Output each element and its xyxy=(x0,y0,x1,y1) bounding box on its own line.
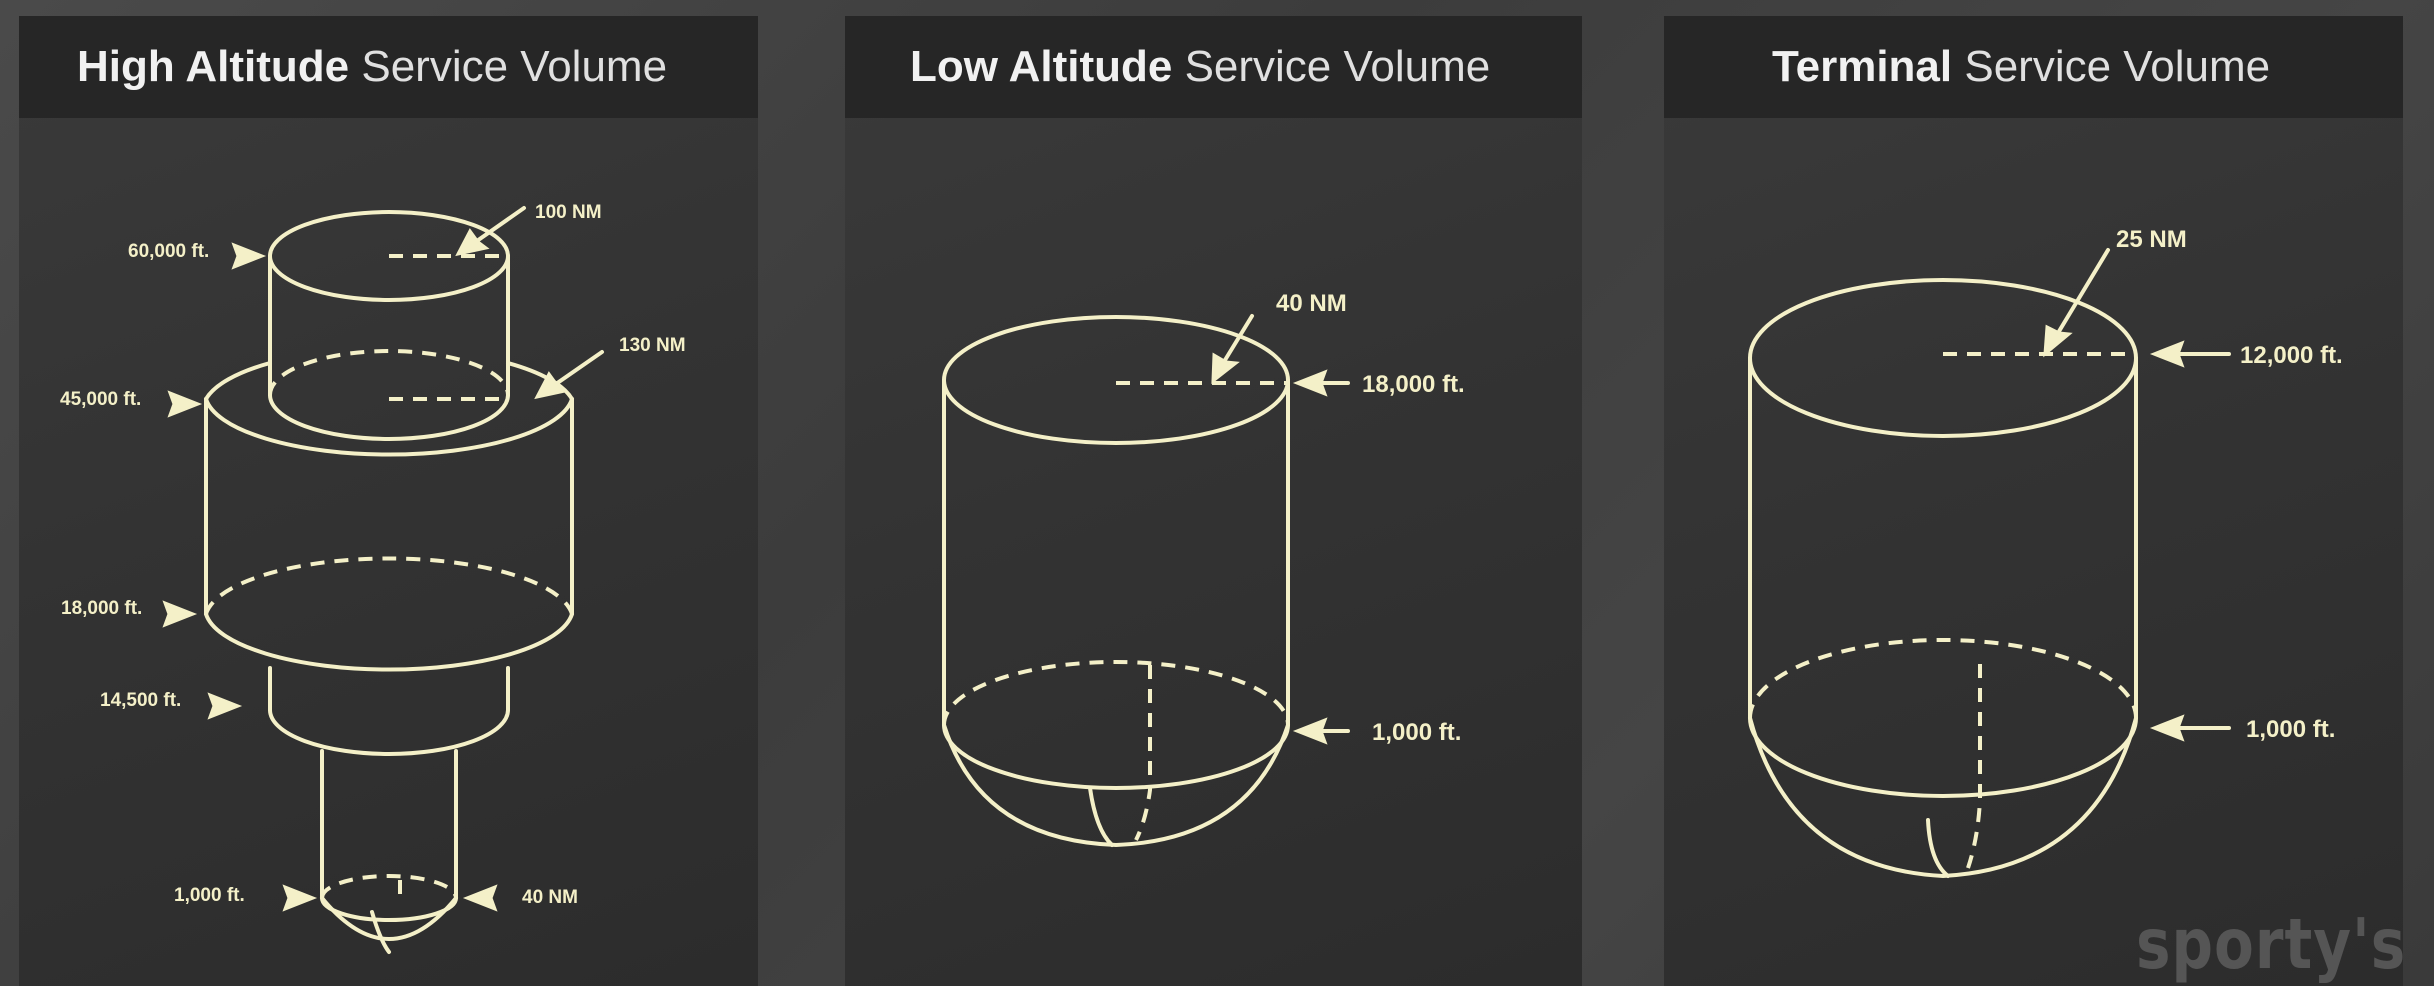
label-45000: 45,000 ft. xyxy=(60,389,141,410)
arrow-1000-low xyxy=(1292,717,1350,745)
label-130nm: 130 NM xyxy=(619,335,686,356)
label-25nm: 25 NM xyxy=(2116,226,2187,253)
arrow-1000-terminal xyxy=(2149,714,2231,742)
terminal-title: Terminal Service Volume xyxy=(1772,42,2271,91)
label-40nm: 40 NM xyxy=(522,887,578,908)
arrow-40nm-low xyxy=(1211,314,1254,385)
terminal-header: Terminal Service Volume xyxy=(1664,16,2403,118)
cylinder-130nm xyxy=(204,361,574,672)
high-altitude-diagram: 60,000 ft. 45,000 ft. 18,000 ft. 14,500 … xyxy=(60,202,686,954)
arrow-18000 xyxy=(162,600,198,628)
terminal-diagram: 25 NM 12,000 ft. 1,000 ft. xyxy=(1748,226,2343,878)
cylinder-25nm xyxy=(1748,278,2138,878)
label-18000: 18,000 ft. xyxy=(61,598,142,619)
arrow-40nm-high xyxy=(462,884,498,912)
cylinder-40nm xyxy=(942,315,1290,847)
low-altitude-panel: Low Altitude Service Volume 40 NM 18,000… xyxy=(845,16,1582,986)
high-altitude-header: High Altitude Service Volume xyxy=(19,16,758,118)
arrow-25nm xyxy=(2043,248,2110,358)
arrow-18000-low xyxy=(1292,369,1350,397)
label-1000: 1,000 ft. xyxy=(174,885,245,906)
arrow-12000 xyxy=(2149,340,2231,368)
arrow-14500 xyxy=(207,692,243,720)
label-14500: 14,500 ft. xyxy=(100,690,181,711)
high-altitude-panel: High Altitude Service Volume xyxy=(19,16,758,986)
sportys-logo: sporty's xyxy=(2136,903,2407,985)
cylinder-column xyxy=(320,749,458,954)
cylinder-100nm xyxy=(268,210,510,441)
cylinder-lower-band xyxy=(268,666,510,756)
low-altitude-title: Low Altitude Service Volume xyxy=(910,42,1491,91)
label-40nm-low: 40 NM xyxy=(1276,290,1347,317)
low-altitude-diagram: 40 NM 18,000 ft. 1,000 ft. xyxy=(942,290,1465,847)
arrow-45000 xyxy=(167,390,203,418)
label-1000-terminal: 1,000 ft. xyxy=(2246,716,2335,743)
label-12000: 12,000 ft. xyxy=(2240,342,2343,369)
label-1000-low: 1,000 ft. xyxy=(1372,719,1461,746)
arrow-100nm xyxy=(455,206,526,257)
high-altitude-title: High Altitude Service Volume xyxy=(77,42,668,91)
label-60000: 60,000 ft. xyxy=(128,241,209,262)
arrow-60000 xyxy=(231,242,267,270)
arrow-1000-high xyxy=(282,884,318,912)
low-altitude-header: Low Altitude Service Volume xyxy=(845,16,1582,118)
label-100nm: 100 NM xyxy=(535,202,602,223)
arrow-130nm xyxy=(534,350,604,400)
label-18000-low: 18,000 ft. xyxy=(1362,371,1465,398)
terminal-panel: Terminal Service Volume 25 NM 12,000 ft. xyxy=(1664,16,2403,986)
